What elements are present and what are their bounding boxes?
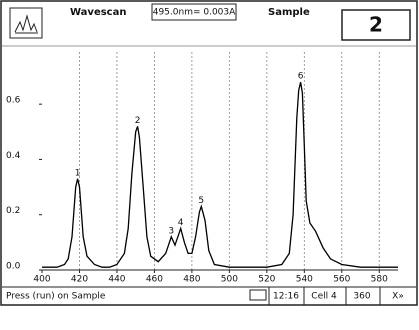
x-tick-label: 540: [296, 275, 313, 285]
screen-title: Wavescan: [70, 7, 126, 18]
sample-number: 2: [369, 13, 383, 37]
x-tick-label: 460: [146, 275, 163, 285]
page: {"header": {"title": "Wavescan", "readou…: [0, 0, 419, 326]
x-tick-label: 480: [183, 275, 200, 285]
status-time: 12:16: [273, 292, 299, 302]
peak-label: 1: [75, 168, 81, 178]
x-tick-label: 520: [258, 275, 275, 285]
frame: [1, 1, 417, 305]
status-more[interactable]: X»: [392, 292, 404, 302]
x-tick-label: 420: [71, 275, 88, 285]
peak-label: 3: [168, 226, 174, 236]
peak-label: 4: [178, 218, 184, 228]
peak-label: 2: [135, 116, 141, 126]
status-message: Press (run) on Sample: [6, 292, 106, 302]
screen: Wavescan 495.0nm= 0.003A Sample 2 400420…: [0, 0, 419, 326]
x-tick-label: 400: [33, 275, 50, 285]
peak-label: 5: [198, 196, 204, 206]
x-tick-label: 580: [371, 275, 388, 285]
x-tick-label: 440: [108, 275, 125, 285]
y-tick-label: 0.2: [6, 206, 20, 216]
readout: 495.0nm= 0.003A: [153, 8, 236, 18]
printer-icon[interactable]: [250, 290, 266, 300]
sample-label: Sample: [268, 7, 310, 18]
y-tick-label: 0.6: [6, 96, 21, 106]
y-tick-label: 0.4: [6, 151, 21, 161]
status-wavelength: 360: [353, 292, 370, 302]
y-tick-label: 0.0: [6, 262, 21, 272]
x-tick-label: 500: [221, 275, 238, 285]
peak-label: 6: [298, 72, 304, 82]
x-tick-label: 560: [333, 275, 350, 285]
status-cell: Cell 4: [311, 292, 337, 302]
